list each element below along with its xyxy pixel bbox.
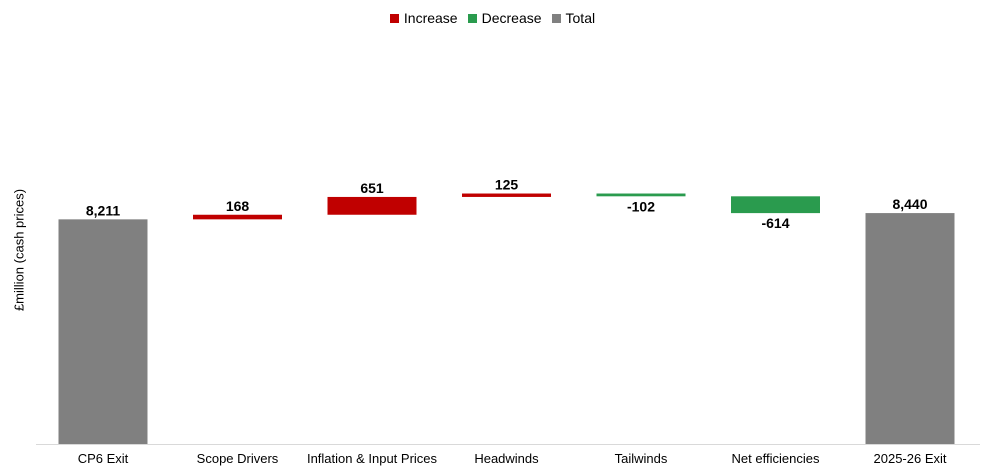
x-tick-label-0: CP6 Exit: [78, 451, 129, 466]
legend-item-increase: Increase: [389, 10, 458, 26]
data-label-2: 651: [360, 180, 384, 196]
x-tick-label-4: Tailwinds: [615, 451, 668, 466]
bar-0: [58, 219, 148, 444]
x-tick-label-6: 2025-26 Exit: [874, 451, 947, 466]
bar-2: [327, 196, 417, 215]
chart-legend: Increase Decrease Total: [0, 10, 985, 26]
x-tick-label-5: Net efficiencies: [732, 451, 820, 466]
legend-item-total: Total: [551, 10, 596, 26]
bar-6: [865, 213, 955, 444]
bar-3: [462, 193, 551, 197]
legend-label-total: Total: [565, 10, 596, 26]
bar-4: [596, 193, 686, 197]
data-label-5: -614: [761, 215, 789, 231]
legend-item-decrease: Decrease: [467, 10, 542, 26]
data-label-1: 168: [226, 198, 250, 214]
legend-swatch-decrease: [467, 13, 477, 23]
x-tick-label-2: Inflation & Input Prices: [307, 451, 438, 466]
legend-swatch-increase: [389, 13, 399, 23]
data-label-0: 8,211: [86, 202, 120, 218]
x-tick-label-3: Headwinds: [474, 451, 539, 466]
bar-5: [731, 196, 820, 214]
data-label-4: -102: [627, 198, 655, 214]
legend-swatch-total: [551, 13, 561, 23]
legend-label-decrease: Decrease: [481, 10, 542, 26]
data-label-3: 125: [495, 177, 519, 193]
x-tick-label-1: Scope Drivers: [197, 451, 279, 466]
legend-label-increase: Increase: [403, 10, 458, 26]
bar-1: [193, 214, 282, 220]
data-label-6: 8,440: [892, 196, 927, 212]
